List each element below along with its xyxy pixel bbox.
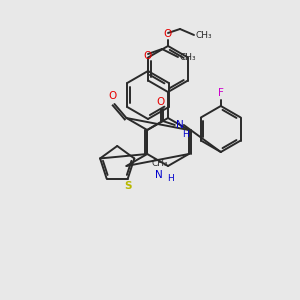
Text: S: S bbox=[124, 181, 131, 190]
Text: O: O bbox=[144, 51, 152, 61]
Text: CH₃: CH₃ bbox=[151, 159, 168, 168]
Text: O: O bbox=[164, 29, 172, 39]
Text: O: O bbox=[157, 97, 165, 107]
Text: O: O bbox=[108, 91, 117, 101]
Text: CH₃: CH₃ bbox=[180, 52, 196, 62]
Text: N: N bbox=[155, 170, 163, 180]
Text: H: H bbox=[182, 130, 189, 139]
Text: F: F bbox=[218, 88, 224, 98]
Text: H: H bbox=[167, 174, 174, 183]
Text: CH₃: CH₃ bbox=[196, 31, 213, 40]
Text: N: N bbox=[176, 120, 184, 130]
